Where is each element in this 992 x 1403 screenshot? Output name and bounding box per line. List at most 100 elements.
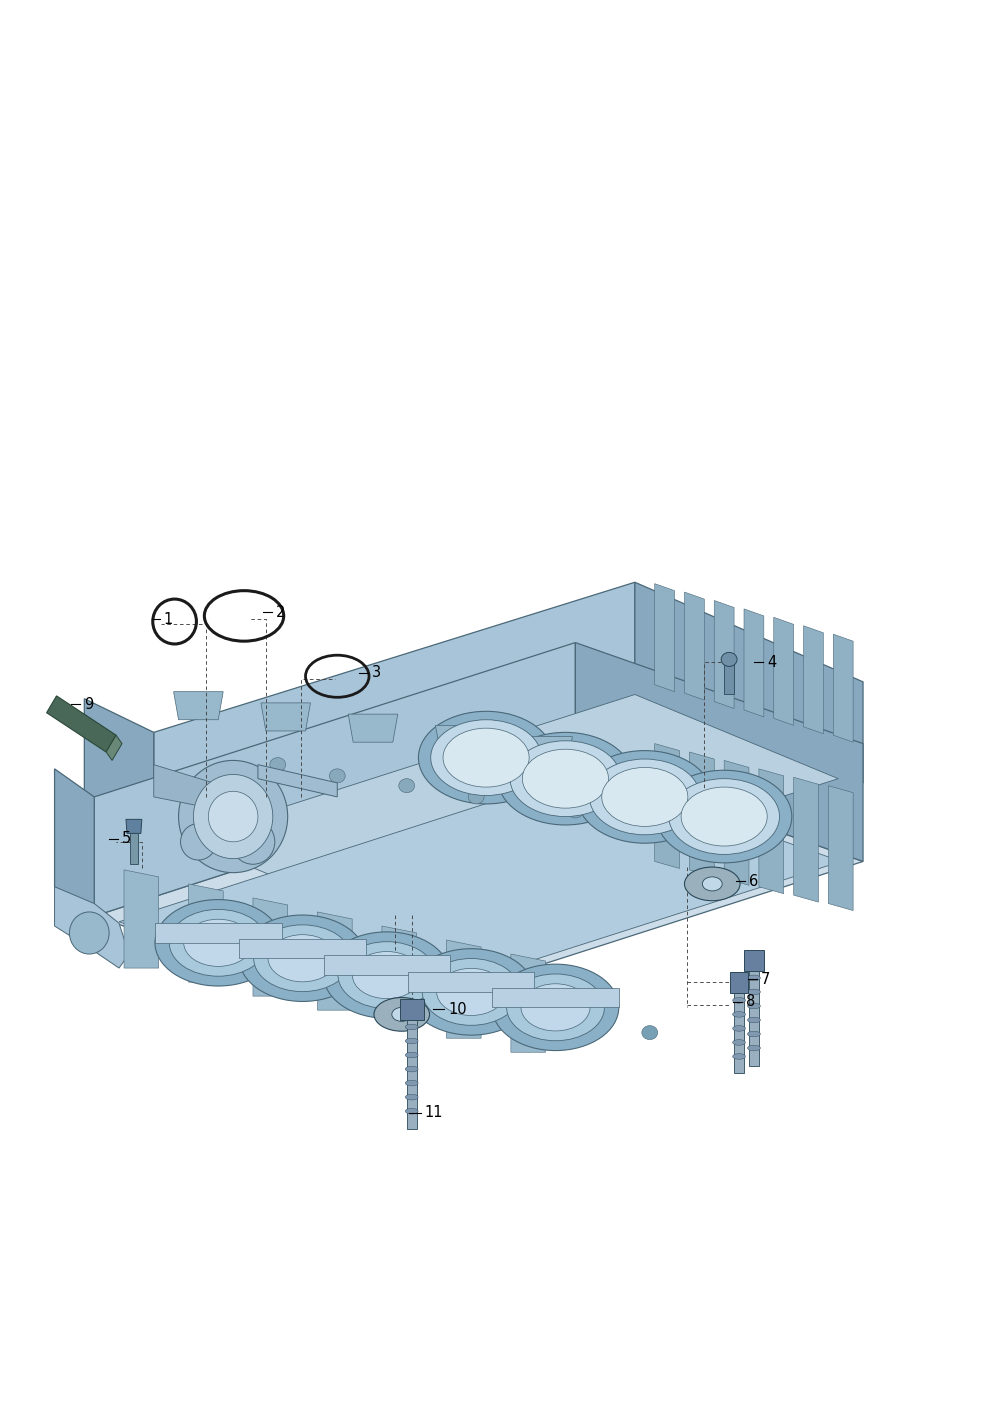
Ellipse shape — [181, 824, 216, 860]
Text: 10: 10 — [448, 1002, 467, 1017]
Ellipse shape — [405, 1108, 419, 1114]
Text: 5: 5 — [122, 832, 131, 846]
Ellipse shape — [748, 975, 760, 981]
Ellipse shape — [254, 925, 351, 992]
Ellipse shape — [245, 941, 261, 955]
Ellipse shape — [682, 787, 767, 846]
Ellipse shape — [329, 769, 345, 783]
Ellipse shape — [268, 934, 337, 982]
Polygon shape — [689, 752, 714, 877]
Polygon shape — [744, 609, 764, 717]
Ellipse shape — [732, 1026, 746, 1031]
Ellipse shape — [392, 1007, 412, 1021]
Polygon shape — [47, 696, 116, 752]
Polygon shape — [348, 714, 398, 742]
Text: 1: 1 — [164, 612, 173, 627]
Ellipse shape — [179, 760, 288, 873]
Polygon shape — [492, 988, 619, 1007]
Polygon shape — [400, 999, 424, 1020]
Ellipse shape — [231, 819, 275, 864]
Ellipse shape — [239, 915, 366, 1002]
Ellipse shape — [405, 1038, 419, 1044]
Polygon shape — [730, 972, 748, 993]
Polygon shape — [174, 692, 223, 720]
Ellipse shape — [732, 998, 746, 1003]
Ellipse shape — [523, 749, 608, 808]
Text: 2: 2 — [276, 605, 285, 620]
Polygon shape — [323, 955, 450, 975]
Polygon shape — [188, 884, 223, 982]
Polygon shape — [446, 940, 481, 1038]
Ellipse shape — [405, 1094, 419, 1100]
Ellipse shape — [746, 832, 762, 846]
Ellipse shape — [423, 958, 520, 1026]
Polygon shape — [774, 617, 794, 725]
Ellipse shape — [404, 975, 420, 989]
Ellipse shape — [483, 992, 499, 1006]
Ellipse shape — [436, 968, 506, 1016]
Ellipse shape — [405, 1024, 419, 1030]
Ellipse shape — [431, 720, 542, 796]
Ellipse shape — [732, 1054, 746, 1059]
Ellipse shape — [170, 909, 267, 976]
Text: 3: 3 — [372, 665, 381, 680]
Polygon shape — [523, 737, 572, 765]
Text: 9: 9 — [84, 697, 93, 711]
Ellipse shape — [492, 964, 619, 1051]
Ellipse shape — [323, 932, 450, 1019]
Ellipse shape — [184, 919, 253, 967]
Ellipse shape — [602, 767, 687, 826]
Ellipse shape — [748, 1017, 760, 1023]
Ellipse shape — [498, 732, 633, 825]
Polygon shape — [749, 971, 759, 1066]
Polygon shape — [714, 600, 734, 709]
Polygon shape — [94, 643, 575, 916]
Polygon shape — [833, 634, 853, 742]
Ellipse shape — [657, 818, 673, 832]
Polygon shape — [55, 769, 94, 916]
Polygon shape — [261, 703, 310, 731]
Polygon shape — [258, 765, 337, 797]
Ellipse shape — [443, 728, 529, 787]
Polygon shape — [655, 584, 675, 692]
Ellipse shape — [166, 926, 182, 940]
Ellipse shape — [270, 758, 286, 772]
Ellipse shape — [405, 1080, 419, 1086]
Polygon shape — [155, 923, 282, 943]
Polygon shape — [828, 786, 853, 911]
Ellipse shape — [374, 998, 430, 1031]
Ellipse shape — [702, 877, 722, 891]
Polygon shape — [435, 725, 485, 753]
Ellipse shape — [408, 948, 535, 1035]
Polygon shape — [408, 972, 535, 992]
Polygon shape — [253, 898, 288, 996]
Text: 7: 7 — [761, 972, 770, 986]
Polygon shape — [84, 699, 154, 835]
Ellipse shape — [748, 989, 760, 995]
Text: 6: 6 — [749, 874, 758, 888]
Polygon shape — [744, 950, 764, 971]
Ellipse shape — [208, 791, 258, 842]
Polygon shape — [794, 777, 818, 902]
Polygon shape — [724, 659, 734, 694]
Ellipse shape — [684, 867, 740, 901]
Ellipse shape — [405, 1066, 419, 1072]
Polygon shape — [759, 769, 784, 894]
Polygon shape — [154, 765, 253, 817]
Ellipse shape — [507, 974, 604, 1041]
Ellipse shape — [748, 1045, 760, 1051]
Ellipse shape — [352, 951, 422, 999]
Ellipse shape — [193, 774, 273, 859]
Polygon shape — [106, 735, 122, 760]
Polygon shape — [407, 1020, 417, 1129]
Text: 11: 11 — [425, 1106, 443, 1120]
Ellipse shape — [155, 899, 282, 986]
Ellipse shape — [732, 1012, 746, 1017]
Polygon shape — [317, 912, 352, 1010]
Ellipse shape — [567, 804, 583, 818]
Polygon shape — [94, 760, 863, 1014]
Ellipse shape — [521, 984, 590, 1031]
Text: 4: 4 — [767, 655, 776, 669]
Ellipse shape — [419, 711, 554, 804]
Ellipse shape — [324, 958, 340, 972]
